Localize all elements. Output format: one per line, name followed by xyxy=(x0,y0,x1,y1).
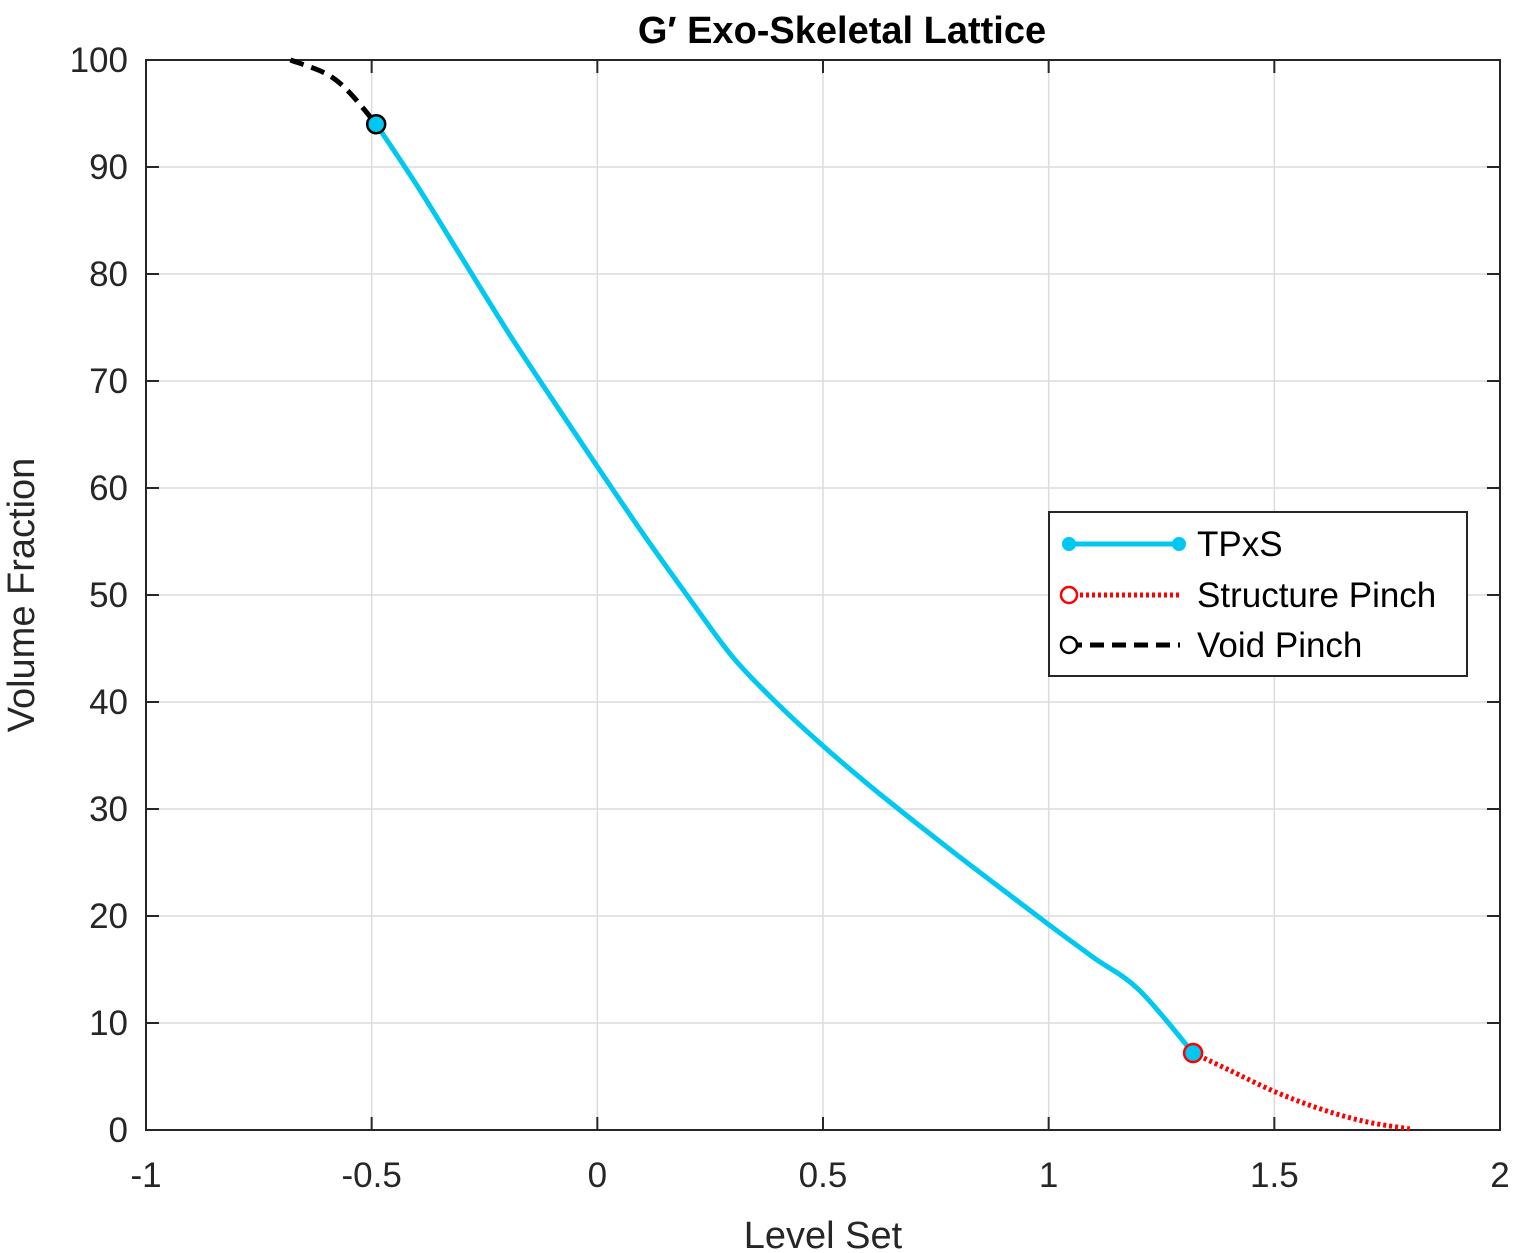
x-tick-labels: -1 -0.5 0 0.5 1 1.5 2 xyxy=(130,1156,1509,1195)
tpxs-start-marker xyxy=(365,113,387,135)
legend-marker-end-tpxs xyxy=(1172,537,1186,551)
y-tick-label: 0 xyxy=(109,1111,128,1150)
tpxs-end-marker xyxy=(1182,1042,1204,1064)
x-tick-label: 2 xyxy=(1490,1156,1509,1195)
y-tick-label: 40 xyxy=(89,683,128,722)
x-tick-label: 0.5 xyxy=(799,1156,848,1195)
legend: TPxS Structure Pinch Void Pinch xyxy=(1048,511,1468,677)
y-axis-title: Volume Fraction xyxy=(1,458,43,733)
y-tick-label: 60 xyxy=(89,469,128,508)
axis-ticks xyxy=(145,59,1501,1131)
chart-title: G′ Exo-Skeletal Lattice xyxy=(638,10,1046,52)
x-tick-label: 0 xyxy=(588,1156,607,1195)
y-tick-labels: 0 10 20 30 40 50 60 70 80 90 100 xyxy=(70,41,128,1150)
x-tick-label: 1 xyxy=(1039,1156,1058,1195)
x-tick-label: -0.5 xyxy=(342,1156,402,1195)
y-tick-label: 90 xyxy=(89,148,128,187)
legend-label-void-pinch: Void Pinch xyxy=(1197,626,1362,665)
x-axis-title: Level Set xyxy=(744,1215,903,1253)
series-line-void-pinch xyxy=(289,57,379,126)
series-line-structure-pinch xyxy=(1192,1050,1411,1132)
series-group xyxy=(289,57,1411,1132)
y-tick-label: 20 xyxy=(89,897,128,936)
legend-marker-void-pinch xyxy=(1059,635,1079,655)
y-tick-label: 100 xyxy=(70,41,128,80)
legend-marker-structure-pinch xyxy=(1059,585,1079,605)
x-tick-label: -1 xyxy=(130,1156,161,1195)
y-tick-label: 70 xyxy=(89,362,128,401)
y-tick-label: 30 xyxy=(89,790,128,829)
y-tick-label: 10 xyxy=(89,1004,128,1043)
legend-marker-tpxs xyxy=(1062,537,1076,551)
series-line-tpxs xyxy=(374,122,1195,1055)
y-tick-label: 80 xyxy=(89,255,128,294)
legend-label-structure-pinch: Structure Pinch xyxy=(1197,576,1436,615)
y-tick-label: 50 xyxy=(89,576,128,615)
legend-label-tpxs: TPxS xyxy=(1197,525,1283,564)
x-tick-label: 1.5 xyxy=(1250,1156,1299,1195)
